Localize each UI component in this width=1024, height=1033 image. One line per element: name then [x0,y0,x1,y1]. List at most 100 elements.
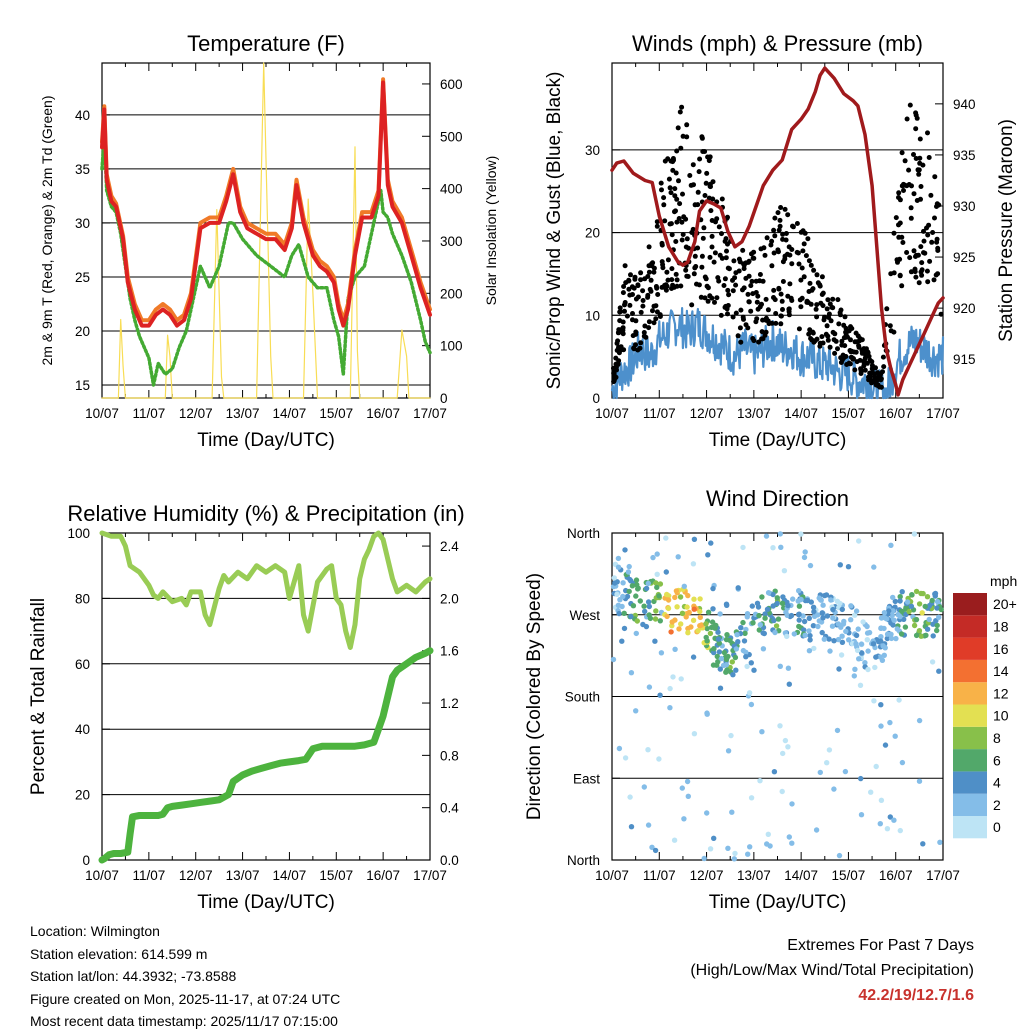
gust-dot [662,158,668,164]
direction-dot [646,603,652,610]
direction-dot [675,554,681,560]
direction-dot [838,652,845,658]
gust-dot [921,250,926,256]
gust-dot [888,328,894,334]
direction-dot [807,562,814,569]
gust-dot [906,167,912,173]
legend-label: 12 [993,685,1009,701]
direction-dot [870,641,877,647]
direction-dot [786,681,792,687]
gust-dot [611,371,617,377]
y-right-tick-label: 0.0 [440,853,459,868]
direction-dot [691,596,697,602]
direction-dot [756,612,762,619]
gust-dot [818,300,824,306]
direction-dot [913,632,920,639]
direction-dot [614,591,620,597]
gust-dot [780,307,785,312]
y-left-tick-label: 100 [67,526,90,541]
extremes-subtitle: (High/Low/Max Wind/Total Precipitation) [690,962,974,979]
gust-dot [709,218,715,223]
direction-dot [645,747,651,753]
legend-label: 8 [993,730,1001,746]
direction-dot [754,600,761,606]
gust-dot [779,298,785,304]
gust-dot [839,338,845,344]
gust-dot [660,262,666,268]
direction-dot [922,603,928,610]
gust-dot [897,220,903,226]
gust-dot [709,233,715,239]
gust-dot [780,259,786,265]
direction-dot [906,608,912,615]
direction-dot [930,633,936,639]
gust-dot [891,230,897,236]
direction-dot [771,617,777,624]
gust-dot [740,247,746,253]
direction-dot [756,627,762,633]
gust-dot [627,292,633,298]
direction-dot [724,602,730,608]
gust-dot [640,288,646,294]
gust-dot [674,277,680,283]
gust-dot [723,236,729,242]
y-right-tick-label: 2.0 [440,591,459,606]
chart-title: Relative Humidity (%) & Precipitation (i… [67,501,464,526]
y-left-tick-label: 0 [82,853,90,868]
direction-dot [724,667,730,673]
gust-dot [650,308,655,314]
gust-dot [901,188,906,193]
x-tick-label: 12/07 [179,406,213,421]
x-tick-label: 12/07 [690,406,724,421]
gust-dot [913,126,919,132]
direction-dot [871,564,877,570]
gust-dot [776,249,781,255]
gust-dot [917,136,923,142]
direction-dot [744,611,751,617]
direction-dot [837,600,843,607]
gust-dot [914,115,920,121]
direction-dot [668,629,674,635]
gust-dot [814,314,820,320]
direction-dot [877,821,883,827]
direction-dot [891,617,897,623]
direction-dot [840,621,847,627]
direction-dot [740,619,746,626]
legend-label: 14 [993,663,1009,679]
gust-dot [786,306,792,312]
x-axis-label: Time (Day/UTC) [197,892,335,913]
gust-dot [899,150,905,156]
direction-dot [780,750,786,757]
x-tick-label: 15/07 [832,868,866,883]
gust-dot [719,255,725,261]
gust-dot [936,202,942,208]
gust-dot [904,116,910,122]
direction-dot [676,626,682,632]
x-tick-label: 15/07 [319,406,353,421]
direction-dot [620,580,626,586]
gust-dot [777,223,783,229]
direction-dot [835,636,842,643]
direction-dot [654,571,660,577]
direction-dot [764,606,771,612]
direction-dot [908,603,915,609]
direction-dot [898,631,905,637]
legend-swatch [953,659,987,683]
direction-dot [890,622,896,628]
direction-dot [858,641,865,647]
legend-swatch [953,726,987,750]
direction-dot [878,702,884,708]
direction-dot [770,545,776,551]
gust-dot [780,231,786,237]
gust-dot [764,235,770,241]
direction-dot [663,569,669,575]
gust-dot [679,219,685,225]
gust-dot [913,156,919,161]
direction-dot [628,670,635,676]
gust-dot [918,244,924,250]
gust-dot [932,174,938,180]
gust-dot [725,311,730,317]
gust-dot [819,274,825,280]
direction-dot [681,816,687,822]
direction-dot [712,625,718,631]
